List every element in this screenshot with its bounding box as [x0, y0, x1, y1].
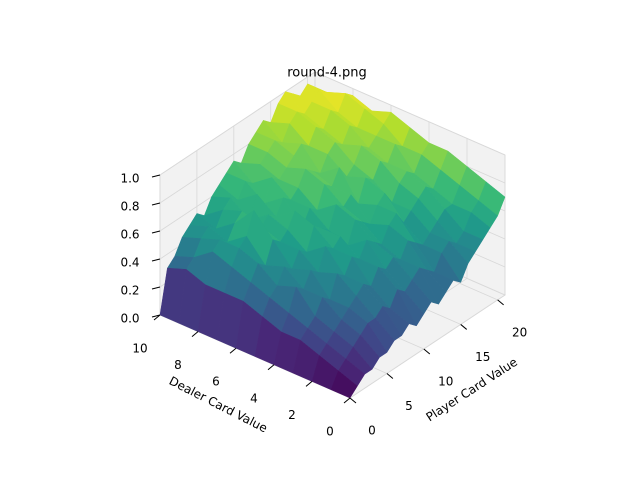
labels: 0.0 0.2 0.4 0.6 0.8 1.0 0 5 10 15 20 0 2 4 6 8 10 — [120, 172, 527, 439]
y-tick-label: 6 — [212, 375, 220, 389]
grid-line — [349, 294, 506, 399]
x-tick — [349, 397, 357, 404]
y-tick — [305, 381, 313, 387]
z-tick-label: 0.4 — [120, 256, 139, 270]
x-tick-label: 15 — [475, 350, 490, 364]
z-tick-label: 0.8 — [120, 200, 139, 214]
z-tick — [151, 202, 161, 206]
x-tick-label: 20 — [512, 325, 527, 339]
grid-line — [159, 71, 316, 176]
x-tick — [386, 373, 394, 379]
z-tick-label: 0.6 — [120, 228, 139, 242]
x-tick — [460, 324, 468, 330]
y-tick-label: 2 — [288, 408, 296, 422]
z-tick-label: 0.0 — [120, 312, 139, 326]
y-tick — [191, 331, 199, 337]
surface — [159, 83, 506, 399]
z-tick — [151, 174, 161, 178]
y-tick — [267, 364, 275, 371]
y-tick-label: 4 — [250, 391, 258, 405]
z-tick-label: 1.0 — [120, 172, 139, 186]
y-tick — [343, 397, 351, 404]
y-tick-label: 0 — [326, 425, 334, 439]
x-tick-label: 10 — [438, 374, 453, 388]
x-tick — [497, 299, 504, 306]
y-tick-label: 8 — [174, 358, 182, 372]
grid-line — [314, 71, 506, 156]
z-tick — [151, 230, 161, 234]
z-tick — [151, 258, 161, 262]
x-tick — [423, 348, 431, 355]
y-tick — [229, 347, 237, 354]
x-axis-label: Player Card Value — [423, 355, 520, 424]
x-tick-label: 5 — [405, 399, 413, 413]
y-tick-label: 10 — [132, 342, 147, 356]
surface-patch — [330, 370, 358, 399]
z-tick — [151, 286, 161, 290]
chart-title: round-4.png — [287, 66, 367, 81]
z-tick — [151, 314, 161, 318]
x-tick-label: 0 — [368, 424, 376, 438]
y-tick — [153, 314, 161, 321]
z-tick-label: 0.2 — [120, 284, 139, 298]
